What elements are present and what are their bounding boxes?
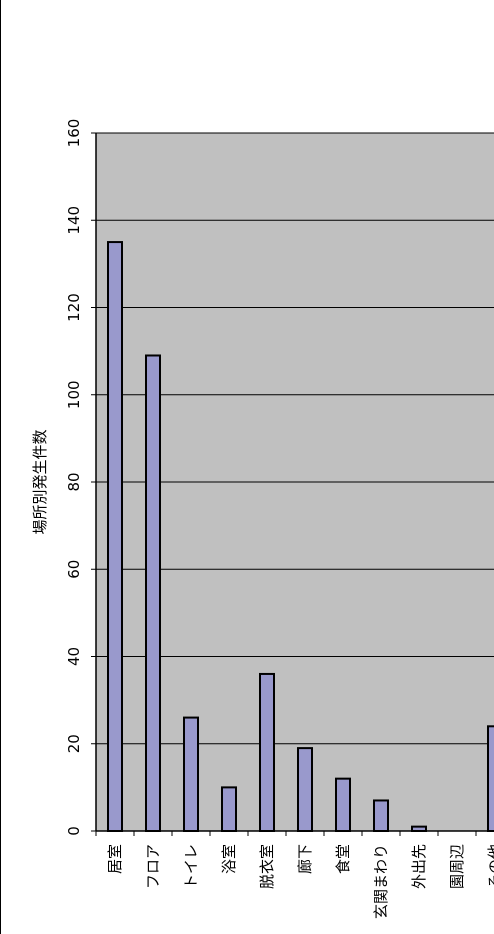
- y-tick-label: 140: [65, 206, 83, 235]
- y-tick-label: 60: [65, 560, 83, 579]
- category-label: 外出先: [410, 844, 428, 889]
- y-tick-label: 40: [65, 647, 83, 666]
- bar: [107, 241, 123, 832]
- y-tick-label: 80: [65, 472, 83, 491]
- axes: [91, 132, 494, 836]
- category-label: 園周辺: [448, 844, 466, 889]
- y-tick-label: 120: [65, 293, 83, 322]
- bar: [259, 672, 275, 833]
- category-label: フロア: [144, 844, 162, 889]
- bar: [373, 799, 389, 833]
- category-label: 食堂: [334, 844, 352, 874]
- y-axis-label: 場所別発生件数: [31, 429, 49, 534]
- category-label: 廊下: [296, 844, 314, 874]
- gridlines: [96, 132, 494, 745]
- y-tick-label: 0: [65, 826, 83, 836]
- y-tick-label: 100: [65, 380, 83, 409]
- bar: [183, 716, 199, 833]
- bar: [335, 777, 351, 833]
- category-label: 浴室: [220, 844, 238, 874]
- y-tick-label: 160: [65, 119, 83, 148]
- category-label: その他: [486, 844, 494, 889]
- y-tick-label: 20: [65, 734, 83, 753]
- bar: [487, 725, 494, 832]
- category-label: 居室: [106, 844, 124, 874]
- category-label: 脱衣室: [258, 844, 276, 889]
- bar: [145, 354, 161, 832]
- bar: [221, 786, 237, 832]
- category-label: 玄関まわり: [372, 844, 390, 919]
- category-label: トイレ: [182, 844, 200, 889]
- category-labels: 居室 フロア トイレ 浴室 脱衣室 廊下 食堂 玄関まわり 外出先 園周辺 その他: [106, 844, 494, 919]
- y-tick-labels: 0 20 40 60 80 100 120 140 160: [65, 119, 83, 836]
- bar: [297, 747, 313, 832]
